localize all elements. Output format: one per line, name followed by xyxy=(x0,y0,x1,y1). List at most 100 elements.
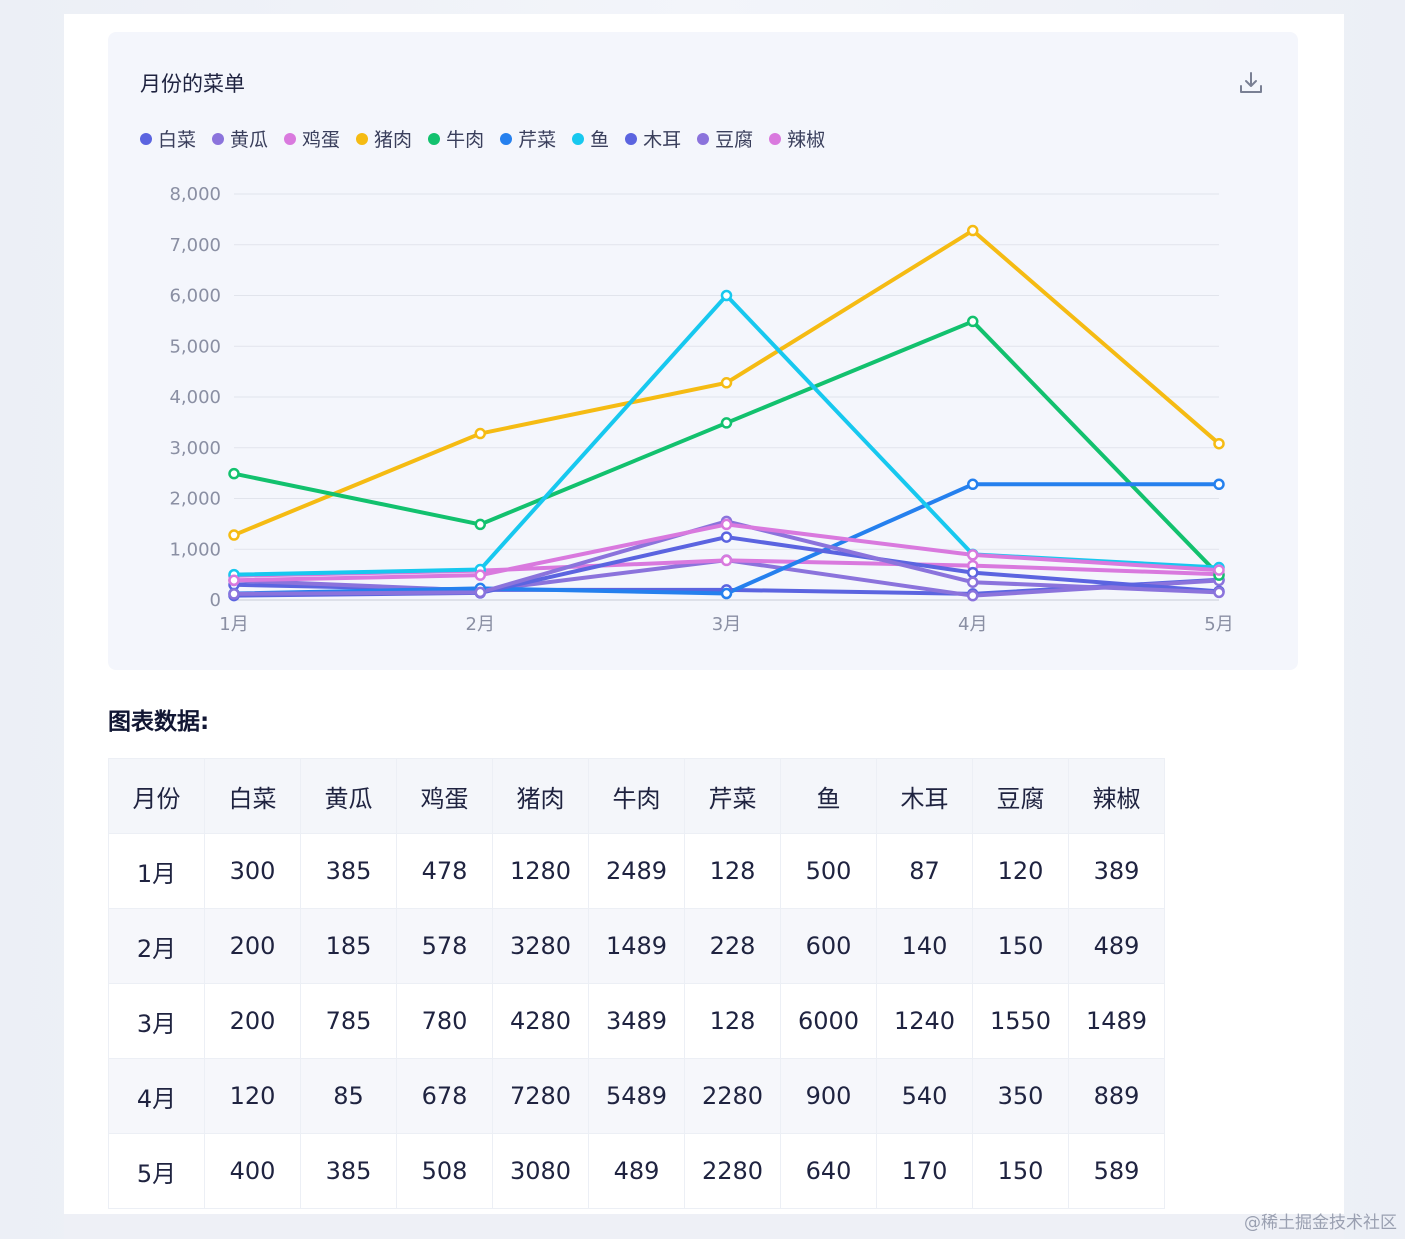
data-point[interactable] xyxy=(474,586,486,599)
table-cell: 120 xyxy=(972,833,1069,909)
table-header-cell: 月份 xyxy=(108,758,205,834)
table-row: 5月 400 385 508 3080 489 2280 640 170 150 589 xyxy=(108,1133,1165,1209)
table-cell: 200 xyxy=(204,908,301,984)
table-cell: 489 xyxy=(588,1133,685,1209)
table-cell: 170 xyxy=(876,1133,973,1209)
data-point[interactable] xyxy=(474,569,486,581)
data-point[interactable] xyxy=(720,377,733,389)
data-point[interactable] xyxy=(967,478,979,491)
table-cell: 4月 xyxy=(108,1058,205,1134)
table-header-cell: 辣椒 xyxy=(1068,758,1165,834)
data-point[interactable] xyxy=(1213,437,1225,450)
legend-dot xyxy=(212,132,225,145)
data-point[interactable] xyxy=(967,576,979,588)
legend-item[interactable]: 黄瓜 xyxy=(212,125,268,152)
table-cell: 785 xyxy=(300,983,397,1059)
data-point[interactable] xyxy=(967,566,979,579)
data-point[interactable] xyxy=(967,315,979,328)
table-cell: 3080 xyxy=(492,1133,589,1209)
legend-dot xyxy=(140,132,152,145)
data-point[interactable] xyxy=(474,518,486,531)
table-cell: 2489 xyxy=(588,833,685,909)
y-tick-label: 3,000 xyxy=(169,438,221,459)
table-cell: 3月 xyxy=(108,983,205,1059)
data-point[interactable] xyxy=(967,224,979,237)
table-cell: 385 xyxy=(300,1133,397,1209)
table-cell: 1月 xyxy=(108,833,205,909)
legend-label: 辣椒 xyxy=(787,129,826,151)
table-cell: 5月 xyxy=(108,1133,205,1209)
table-row: 1月 300 385 478 1280 2489 128 500 87 120 389 xyxy=(108,833,1165,909)
legend-item[interactable]: 鱼 xyxy=(572,125,609,152)
table-cell: 400 xyxy=(204,1133,301,1209)
table-cell: 3489 xyxy=(588,983,685,1059)
table-cell: 640 xyxy=(780,1133,877,1209)
table-cell: 5489 xyxy=(588,1058,685,1134)
chart-card: 0 1,000 2,000 3,000 4,000 5,000 6,000 7,000 8,00… xyxy=(108,32,1298,670)
table-cell: 7280 xyxy=(492,1058,589,1134)
legend-item[interactable]: 牛肉 xyxy=(428,125,484,152)
table-cell: 128 xyxy=(684,983,781,1059)
legend-label: 牛肉 xyxy=(446,129,485,151)
x-tick-label: 2月 xyxy=(466,614,495,635)
table-cell: 228 xyxy=(684,908,781,984)
legend-dot xyxy=(572,132,585,145)
line-chart: 0 1,000 2,000 3,000 4,000 5,000 6,000 7,000 8,00… xyxy=(169,184,1233,635)
data-point[interactable] xyxy=(228,588,240,600)
table-cell: 140 xyxy=(876,908,973,984)
y-tick-label: 4,000 xyxy=(169,387,221,408)
legend-dot xyxy=(428,132,441,145)
data-point[interactable] xyxy=(720,518,733,531)
legend-item[interactable]: 鸡蛋 xyxy=(284,125,340,152)
data-point[interactable] xyxy=(967,549,979,561)
page-container: 0 1,000 2,000 3,000 4,000 5,000 6,000 7,000 8,00… xyxy=(64,14,1344,1214)
x-tick-label: 3月 xyxy=(712,614,741,635)
legend-item[interactable]: 芹菜 xyxy=(500,125,556,152)
legend-dot xyxy=(500,132,513,145)
table-cell: 87 xyxy=(876,833,973,909)
legend-dot xyxy=(284,132,297,145)
data-point[interactable] xyxy=(720,587,733,600)
legend-item[interactable]: 木耳 xyxy=(625,125,681,152)
table-cell: 1280 xyxy=(492,833,589,909)
table-header-row: 月份 白菜 黄瓜 鸡蛋 猪肉 牛肉 芹菜鱼木耳 豆腐 辣椒 xyxy=(108,758,1165,834)
legend-item[interactable]: 猪肉 xyxy=(356,125,412,152)
table-cell: 1550 xyxy=(972,983,1069,1059)
table-row: 2月 200 185 578 3280 1489 228 600 140 150 489 xyxy=(108,908,1165,984)
table-header-cell: 牛肉 xyxy=(588,758,685,834)
data-point[interactable] xyxy=(1213,478,1225,491)
legend-item[interactable]: 辣椒 xyxy=(769,125,825,152)
table-header-cell: 芹菜 xyxy=(684,758,781,834)
table-header-cell: 鱼 xyxy=(780,758,877,834)
data-point[interactable] xyxy=(720,531,733,543)
x-tick-label: 5月 xyxy=(1204,614,1233,635)
data-point[interactable] xyxy=(228,467,240,480)
data-point[interactable] xyxy=(720,417,733,429)
data-point[interactable] xyxy=(720,554,733,567)
table-cell: 2280 xyxy=(684,1058,781,1134)
table-cell: 578 xyxy=(396,908,493,984)
table-cell: 1489 xyxy=(1068,983,1165,1059)
data-point[interactable] xyxy=(1213,586,1225,599)
data-table: 月份 白菜 黄瓜 鸡蛋 猪肉 牛肉 芹菜鱼木耳 豆腐 辣椒 1月 300 385 478 1280 248… xyxy=(108,758,1165,1209)
table-cell: 478 xyxy=(396,833,493,909)
table-header-cell: 鸡蛋 xyxy=(396,758,493,834)
table-cell: 1240 xyxy=(876,983,973,1059)
table-cell: 200 xyxy=(204,983,301,1059)
legend-item[interactable]: 白菜 xyxy=(140,125,196,152)
data-point[interactable] xyxy=(720,289,733,302)
data-point[interactable] xyxy=(228,529,240,541)
table-row: 3月 200 785 780 4280 3489 128 6000 1240 1550 1489 xyxy=(108,983,1165,1059)
download-icon[interactable] xyxy=(1238,70,1264,96)
table-header-cell: 猪肉 xyxy=(492,758,589,834)
data-point[interactable] xyxy=(967,589,979,602)
legend-item[interactable]: 豆腐 xyxy=(697,125,753,152)
table-header-cell: 木耳 xyxy=(876,758,973,834)
table-title: 图表数据: xyxy=(108,709,210,735)
data-point[interactable] xyxy=(474,427,486,440)
table-cell: 600 xyxy=(780,908,877,984)
data-point[interactable] xyxy=(228,574,240,587)
data-point[interactable] xyxy=(1213,564,1225,576)
table-cell: 2月 xyxy=(108,908,205,984)
table-cell: 85 xyxy=(300,1058,397,1134)
